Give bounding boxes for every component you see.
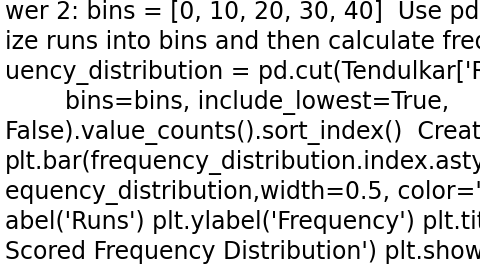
Text: uency_distribution = pd.cut(Tendulkar['Ru: uency_distribution = pd.cut(Tendulkar['R… [5,60,480,85]
Text: bins=bins, include_lowest=True,: bins=bins, include_lowest=True, [5,90,449,115]
Text: Scored Frequency Distribution') plt.show(): Scored Frequency Distribution') plt.show… [5,240,480,264]
Text: False).value_counts().sort_index()  Create: False).value_counts().sort_index() Creat… [5,120,480,145]
Text: equency_distribution,width=0.5, color='blue: equency_distribution,width=0.5, color='b… [5,180,480,205]
Text: abel('Runs') plt.ylabel('Frequency') plt.title(: abel('Runs') plt.ylabel('Frequency') plt… [5,210,480,234]
Text: ize runs into bins and then calculate frequ: ize runs into bins and then calculate fr… [5,30,480,54]
Text: plt.bar(frequency_distribution.index.astyp: plt.bar(frequency_distribution.index.ast… [5,150,480,175]
Text: wer 2: bins = [0, 10, 20, 30, 40]  Use pd.cu: wer 2: bins = [0, 10, 20, 30, 40] Use pd… [5,0,480,24]
